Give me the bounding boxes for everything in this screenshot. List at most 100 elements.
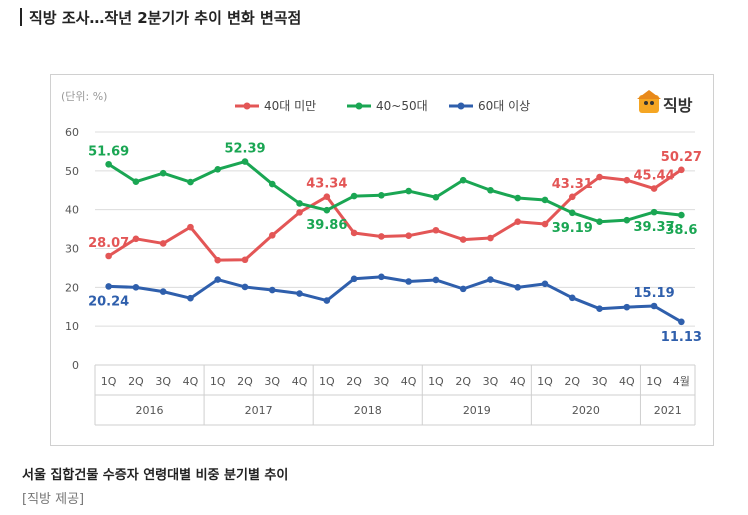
data-point (678, 166, 685, 174)
x-tick-label: 2Q (346, 375, 362, 388)
data-point (650, 185, 658, 192)
y-tick-label: 60 (65, 126, 79, 139)
data-point (623, 303, 631, 311)
data-point (405, 278, 412, 285)
year-label: 2021 (654, 404, 682, 417)
x-tick-label: 4Q (292, 375, 308, 388)
x-tick-label: 2Q (128, 375, 144, 388)
data-point (541, 280, 549, 288)
series-lines (105, 158, 685, 326)
data-point (214, 276, 222, 283)
legend-label: 40대 미만 (264, 99, 316, 113)
data-point (596, 173, 603, 181)
legend: 40대 미만 40~50대 60대 이상 (235, 99, 530, 113)
data-point (296, 200, 303, 207)
year-label: 2016 (136, 404, 164, 417)
data-point (214, 256, 222, 264)
data-point (541, 220, 549, 228)
data-label: 43.31 (552, 177, 593, 192)
data-point (459, 176, 467, 184)
data-point (187, 178, 194, 186)
data-point (350, 275, 358, 283)
data-point (350, 229, 358, 237)
data-label: 52.39 (224, 142, 265, 157)
data-point (432, 276, 440, 284)
x-tick-label: 1Q (537, 375, 553, 388)
x-tick-label: 3Q (374, 375, 390, 388)
data-point (268, 180, 276, 188)
year-label: 2018 (354, 404, 382, 417)
x-tick-label: 4Q (401, 375, 417, 388)
data-point (541, 196, 549, 204)
legend-marker (457, 102, 465, 110)
year-label: 2019 (463, 404, 491, 417)
data-point (623, 216, 631, 224)
data-point (650, 302, 658, 310)
data-point (296, 209, 303, 216)
data-label: 15.19 (634, 286, 675, 301)
data-point (241, 256, 249, 264)
data-point (432, 193, 440, 201)
x-tick-label: 4Q (183, 375, 199, 388)
x-tick-label: 3Q (483, 375, 499, 388)
x-tick-label: 1Q (210, 375, 226, 388)
x-tick-label: 1Q (101, 375, 117, 388)
y-tick-label: 30 (65, 243, 79, 256)
y-axis: 0 10 20 30 40 50 60 (65, 126, 79, 372)
legend-marker (355, 102, 363, 110)
data-point (350, 192, 358, 200)
x-tick-label: 4월 (673, 375, 690, 388)
data-point (159, 169, 167, 177)
data-point (241, 283, 249, 291)
legend-label: 40~50대 (376, 99, 428, 113)
data-point (105, 252, 112, 260)
x-tick-label: 2Q (237, 375, 253, 388)
data-point (678, 211, 685, 219)
data-point (568, 209, 576, 217)
data-point (568, 294, 576, 302)
x-tick-label: 3Q (264, 375, 280, 388)
data-point (596, 218, 603, 226)
x-tick-label: 3Q (155, 375, 171, 388)
data-point (159, 240, 167, 247)
data-point (459, 285, 467, 293)
data-point (678, 318, 685, 326)
logo-text: 직방 (663, 96, 693, 115)
data-point (514, 194, 522, 202)
unit-label: (단위: %) (61, 90, 107, 103)
data-point (596, 305, 603, 312)
data-point (268, 286, 276, 294)
data-label: 20.24 (88, 294, 129, 309)
x-tick-label: 3Q (592, 375, 608, 388)
logo-house-icon (639, 95, 659, 113)
data-point (432, 226, 440, 234)
series-line (107, 168, 683, 262)
x-tick-label: 4Q (510, 375, 526, 388)
legend-marker (243, 102, 251, 110)
data-labels: 28.07 43.34 43.31 45.44 50.27 51.69 52.39 39.86… (88, 142, 702, 345)
data-point (378, 191, 385, 199)
data-point (323, 206, 331, 214)
data-label: 39.19 (552, 221, 593, 236)
series-line (108, 275, 683, 324)
logo-roof-icon (637, 90, 661, 99)
data-label: 45.44 (634, 169, 675, 184)
x-tick-label: 2Q (455, 375, 471, 388)
data-point (214, 165, 222, 173)
x-tick-label: 4Q (619, 375, 635, 388)
data-point (487, 234, 494, 242)
data-label: 39.37 (634, 220, 675, 235)
year-label: 2017 (245, 404, 273, 417)
data-point (378, 233, 385, 240)
data-point (105, 160, 112, 168)
logo: 직방 (637, 90, 693, 115)
data-point (323, 297, 331, 304)
data-point (378, 273, 385, 281)
y-tick-label: 20 (65, 281, 79, 294)
data-label: 38.6 (665, 223, 697, 238)
data-point (487, 186, 494, 194)
x-tick-label: 2Q (564, 375, 580, 388)
x-axis: 1Q 2Q 3Q 4Q 1Q 2Q 3Q 4Q 1Q 2Q 3Q 4Q 1Q 2Q 3Q 4Q 1Q 2Q 3Q 4Q… (94, 364, 696, 426)
data-label: 50.27 (661, 150, 702, 165)
series-line (107, 160, 682, 224)
